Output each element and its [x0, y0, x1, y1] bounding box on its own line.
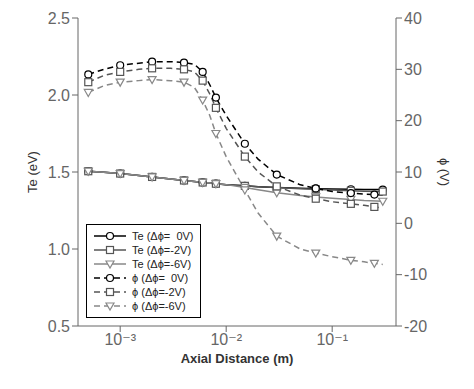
html-text:Te (Δϕ=-2V): Te (Δϕ=-2V): [132, 244, 192, 256]
html-text:ϕ (Δϕ=-6V): ϕ (Δϕ=-6V): [132, 300, 186, 312]
svg-text:40: 40: [404, 10, 422, 27]
svg-text:2.0: 2.0: [48, 87, 70, 104]
svg-text:10⁻¹: 10⁻¹: [316, 331, 348, 348]
svg-text:0.5: 0.5: [48, 318, 70, 335]
svg-text:10⁻³: 10⁻³: [104, 331, 136, 348]
svg-text:1.0: 1.0: [48, 241, 70, 258]
svg-text:0: 0: [404, 215, 413, 232]
svg-text:Te (eV): Te (eV): [25, 151, 40, 193]
svg-text:10⁻²: 10⁻²: [210, 331, 242, 348]
svg-text:2.5: 2.5: [48, 10, 70, 27]
svg-text:20: 20: [404, 112, 422, 129]
svg-text:10: 10: [404, 164, 422, 181]
svg-text:-20: -20: [404, 318, 427, 335]
html-text:Te (Δϕ= 0V): Te (Δϕ= 0V): [132, 230, 194, 242]
svg-text:ϕ (V): ϕ (V): [437, 158, 452, 186]
html-text:ϕ (Δϕ=-2V): ϕ (Δϕ=-2V): [132, 286, 186, 298]
svg-text:30: 30: [404, 61, 422, 78]
html-text:ϕ (Δϕ= 0V): ϕ (Δϕ= 0V): [132, 272, 188, 284]
svg-text:Axial Distance (m): Axial Distance (m): [181, 351, 294, 366]
html-text:Te (Δϕ=-6V): Te (Δϕ=-6V): [132, 258, 192, 270]
svg-text:1.5: 1.5: [48, 164, 70, 181]
svg-text:-10: -10: [404, 266, 427, 283]
